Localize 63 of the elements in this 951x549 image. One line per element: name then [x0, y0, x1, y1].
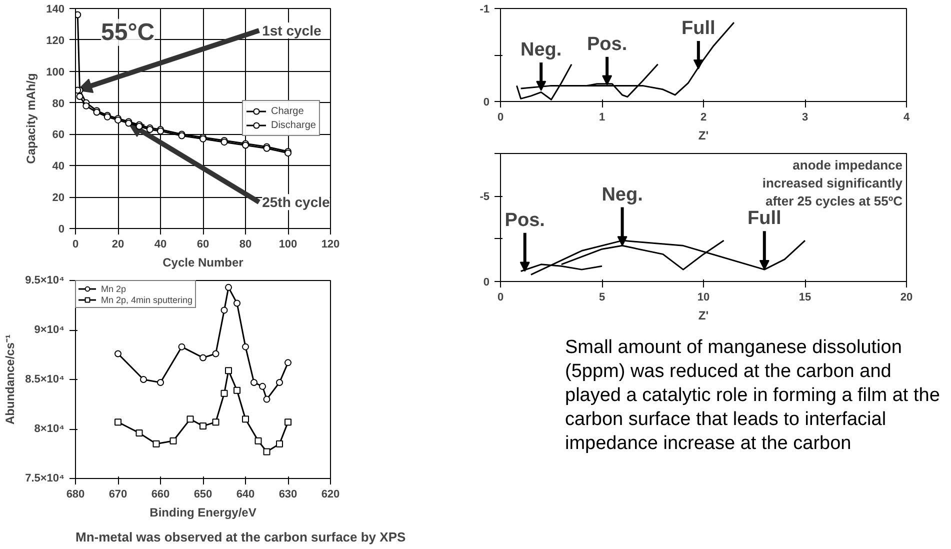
- annotation: 25th cycle: [262, 194, 330, 210]
- legend-label: Mn 2p: [101, 283, 126, 294]
- y-tick-label: 9×10⁴: [34, 324, 64, 336]
- x-tick-label: 650: [194, 488, 212, 500]
- x-tick-label: 620: [321, 488, 340, 500]
- x-tick-label: 20: [112, 238, 124, 250]
- x-tick-label: 120: [321, 238, 340, 250]
- annotation: Neg.: [520, 39, 562, 60]
- annotation: Full: [748, 208, 782, 230]
- y-tick-label: 0: [483, 276, 490, 288]
- y-tick-label: 0: [483, 96, 490, 108]
- y-tick-label: 7.5×10⁴: [25, 472, 65, 484]
- x-tick-label: 5: [598, 292, 606, 304]
- x-tick-label: 1: [598, 112, 606, 124]
- x-axis-title: Cycle Number: [162, 256, 244, 270]
- y-tick-label: -5: [480, 191, 490, 204]
- x-tick-label: 0: [72, 238, 79, 250]
- annotation: 55°C: [101, 18, 155, 46]
- legend-label: Charge: [270, 104, 304, 118]
- annotation: Pos.: [504, 210, 545, 231]
- x-tick-label: 660: [151, 488, 170, 500]
- x-axis-title: Binding Energy/eV: [150, 506, 256, 520]
- x-tick-label: 10: [697, 292, 710, 304]
- x-tick-label: 4: [903, 112, 910, 124]
- text: Small amount of manganese dissolution (5ppm) was reduced at the carbon and played a catalytic role in forming a film at the carbon surface that leads to interfacial impedance increase at the carbon: [565, 336, 941, 456]
- annotation: Neg.: [602, 184, 643, 206]
- x-axis-title: Z': [698, 308, 709, 322]
- x-tick-label: 20: [900, 292, 913, 304]
- y-tick-label: 80: [52, 98, 65, 110]
- annotation: 1st cycle: [262, 22, 322, 38]
- y-tick-label: -1: [480, 4, 490, 16]
- text: Mn-metal was observed at the carbon surface by XPS: [76, 530, 406, 544]
- y-tick-label: 140: [46, 4, 65, 16]
- y-axis-title: Abundance/cs⁻¹: [3, 334, 18, 425]
- y-tick-label: 8×10⁴: [34, 423, 64, 435]
- y-tick-label: 8.5×10⁴: [25, 374, 65, 386]
- y-tick-label: 0: [58, 224, 65, 236]
- x-axis-title: Z': [698, 128, 709, 142]
- x-tick-label: 670: [108, 488, 128, 500]
- x-tick-label: 40: [154, 238, 167, 250]
- x-tick-label: 640: [236, 488, 255, 500]
- x-tick-label: 100: [278, 238, 298, 250]
- x-tick-label: 680: [66, 488, 85, 500]
- y-axis-title: Capacity mAh/g: [24, 73, 38, 164]
- y-tick-label: 100: [46, 66, 65, 78]
- y-tick-label: 60: [52, 129, 65, 142]
- x-tick-label: 2: [700, 112, 707, 124]
- legend-label: Mn 2p, 4min sputtering: [101, 294, 193, 305]
- annotation: anode impedance increased significantly after 25 cycles at 55ºC: [762, 158, 904, 208]
- annotation: Pos.: [587, 34, 628, 55]
- y-tick-label: 9.5×10⁴: [25, 274, 65, 286]
- x-tick-label: 630: [278, 488, 298, 500]
- x-tick-label: 0: [497, 112, 504, 124]
- legend-label: Discharge: [270, 118, 316, 132]
- x-tick-label: 0: [497, 292, 504, 304]
- y-tick-label: 20: [52, 192, 65, 204]
- x-tick-label: 3: [802, 112, 808, 124]
- x-tick-label: 80: [239, 238, 252, 250]
- y-tick-label: 40: [52, 160, 65, 173]
- x-tick-label: 60: [196, 238, 210, 250]
- annotation: Full: [682, 18, 716, 40]
- x-tick-label: 15: [798, 292, 812, 304]
- y-tick-label: 120: [46, 34, 65, 47]
